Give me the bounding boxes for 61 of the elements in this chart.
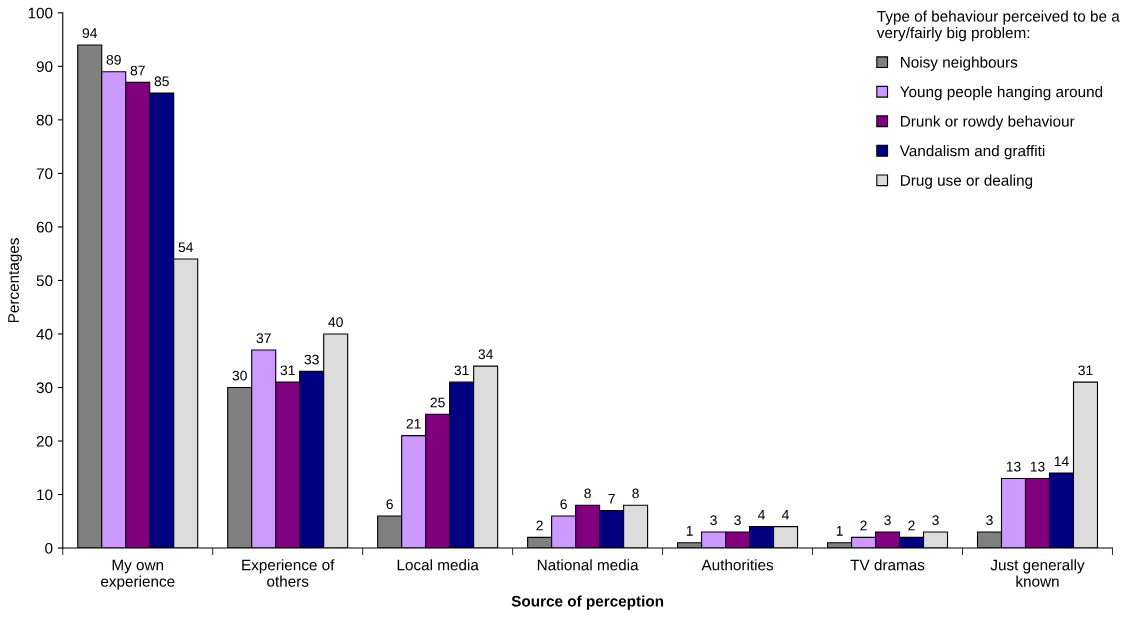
data-label: 30 — [232, 370, 247, 381]
data-label: 2 — [860, 520, 867, 531]
data-label: 6 — [386, 499, 393, 510]
x-tick-label: Experience of others — [242, 559, 335, 587]
legend-label: Drunk or rowdy behaviour — [901, 115, 1075, 130]
x-tick-label: National media — [537, 559, 639, 571]
y-tick-label: 70 — [36, 168, 53, 180]
data-label: 31 — [454, 365, 469, 376]
data-label: 3 — [986, 515, 993, 526]
data-label: 8 — [632, 488, 639, 499]
data-label: 34 — [478, 349, 493, 360]
data-label: 1 — [836, 526, 843, 536]
data-label: 21 — [406, 418, 421, 429]
x-tick-label: Just generally known — [990, 559, 1085, 587]
data-label: 7 — [608, 493, 615, 504]
x-axis-title: Source of perception — [511, 595, 664, 610]
data-label: 6 — [560, 499, 567, 510]
y-tick-label: 30 — [36, 382, 53, 394]
data-label: 3 — [734, 515, 741, 526]
data-label: 2 — [908, 520, 915, 531]
data-label: 33 — [304, 354, 319, 365]
legend-label: Drug use or dealing — [901, 174, 1033, 189]
y-axis-title: Percentages — [8, 238, 22, 323]
data-label: 31 — [280, 365, 295, 376]
y-tick-label: 10 — [37, 489, 53, 501]
y-tick-label: 40 — [36, 328, 53, 340]
data-label: 3 — [710, 515, 717, 526]
legend-label: Noisy neighbours — [901, 56, 1018, 71]
y-tick-label: 20 — [36, 435, 53, 447]
x-tick-label: My own experience — [101, 559, 175, 590]
data-label: 2 — [536, 520, 543, 531]
legend-label: Vandalism and graffiti — [899, 145, 1045, 160]
data-label: 3 — [932, 515, 939, 526]
data-label: 89 — [106, 54, 121, 65]
data-label: 13 — [1006, 461, 1021, 472]
data-label: 14 — [1054, 456, 1069, 467]
y-tick-label: 60 — [36, 221, 53, 233]
data-label: 40 — [328, 317, 343, 328]
y-tick-label: 50 — [36, 275, 53, 287]
data-label: 94 — [82, 28, 98, 39]
y-tick-label: 80 — [36, 114, 53, 126]
data-label: 3 — [884, 515, 891, 526]
y-tick-label: 90 — [36, 61, 53, 73]
data-label: 85 — [154, 76, 169, 87]
data-label: 25 — [430, 397, 445, 408]
data-label: 4 — [758, 510, 766, 520]
data-label: 13 — [1030, 461, 1045, 472]
x-tick-label: Local media — [397, 559, 479, 571]
y-tick-label: 100 — [28, 7, 53, 19]
data-label: 1 — [686, 526, 693, 536]
data-label: 54 — [178, 242, 194, 253]
y-tick-label: 0 — [45, 542, 53, 554]
data-label: 8 — [584, 488, 591, 499]
legend-title: Type of behaviour perceived to be a very/fairly big problem: — [876, 10, 1120, 42]
legend-label: Young people hanging around — [900, 86, 1103, 101]
x-tick-label: Authorities — [701, 559, 774, 571]
data-label: 31 — [1078, 365, 1093, 376]
data-label: 87 — [130, 65, 145, 76]
data-label: 37 — [256, 333, 271, 344]
data-label: 4 — [782, 510, 790, 520]
x-tick-label: TV dramas — [850, 559, 925, 571]
